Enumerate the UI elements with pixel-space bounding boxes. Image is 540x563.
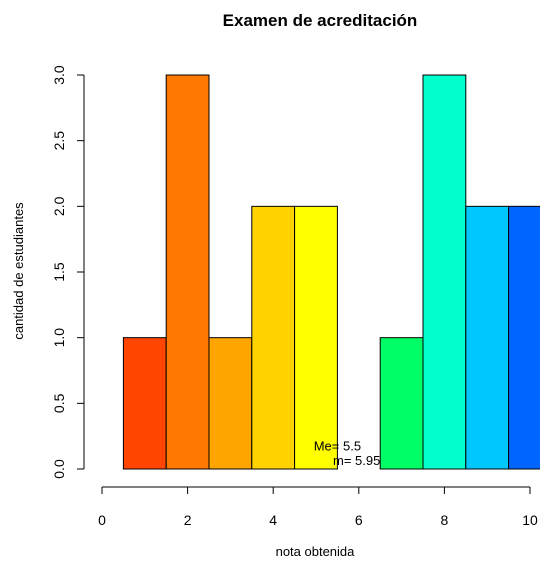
x-axis-label: nota obtenida [276,544,356,559]
bar-9 [465,205,510,470]
y-tick-label-1.0: 1.0 [51,328,67,348]
x-tick-label-6: 6 [355,512,363,528]
y-tick-label-0.5: 0.5 [51,393,67,413]
y-tick-label-0.0: 0.0 [51,459,67,479]
bar-4 [251,205,296,470]
chart-title: Examen de acreditación [223,11,418,30]
y-tick-label-2.0: 2.0 [51,196,67,216]
bar-2 [165,74,210,470]
y-tick-label-3.0: 3.0 [51,65,67,85]
bars-layer [122,74,540,470]
bar-7 [379,337,424,470]
median-annotation: Me= 5.5 [314,439,361,454]
x-tick-label-0: 0 [98,512,106,528]
x-tick-label-2: 2 [184,512,192,528]
bar-1 [122,337,167,470]
bar-3 [208,337,253,470]
bar-8 [422,74,467,470]
y-tick-label-1.5: 1.5 [51,262,67,282]
annotation-layer: Me= 5.5m= 5.95 [314,439,381,468]
bar-5 [294,205,338,470]
y-axis: 0.0 0.5 1.0 1.5 2.0 2.5 3.0 [51,65,85,479]
mean-annotation: m= 5.95 [333,453,380,468]
x-tick-label-8: 8 [441,512,449,528]
y-tick-label-2.5: 2.5 [51,131,67,151]
bar-10 [508,205,540,470]
x-axis: 0 2 4 6 8 10 [98,486,538,528]
x-tick-label-4: 4 [269,512,277,528]
x-tick-label-10: 10 [522,512,538,528]
y-axis-label: cantidad de estudiantes [11,202,26,340]
